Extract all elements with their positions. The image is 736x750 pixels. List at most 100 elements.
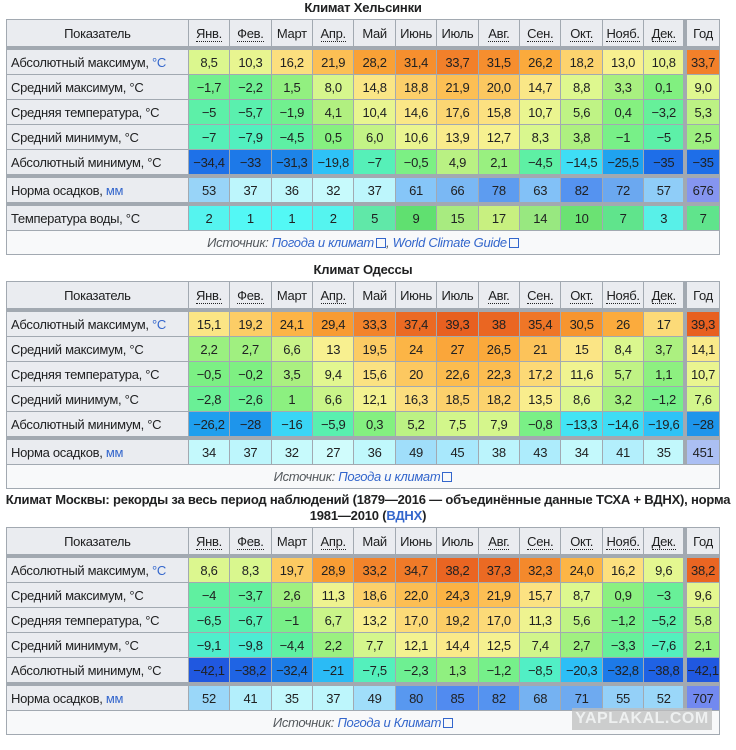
value-cell: 11,3 (519, 607, 562, 633)
row-label-text: Абсолютный минимум, °C (11, 416, 162, 432)
value-cell: −2,2 (229, 74, 272, 100)
header-year: Год (683, 19, 721, 50)
value-cell: 2 (187, 202, 231, 231)
value-cell: 13,0 (601, 47, 645, 75)
table-row: Средний минимум, °C −9,1 −9,8 −4,4 2,2 7,7 12,… (6, 632, 721, 658)
value-cell: −20,3 (560, 657, 603, 685)
month-label[interactable]: Нояб. (606, 25, 640, 42)
month-label[interactable]: Фев. (237, 533, 264, 550)
month-label[interactable]: Сен. (527, 533, 554, 550)
month-label[interactable]: Янв. (196, 25, 222, 42)
value-cell: −33 (229, 149, 272, 177)
unit-link[interactable]: °C (152, 316, 167, 332)
source-link[interactable]: Погода и климат (338, 469, 441, 484)
month-label[interactable]: Нояб. (606, 533, 640, 550)
value-cell: 26 (601, 309, 645, 337)
value-cell: 43 (519, 436, 562, 465)
value-cell: 14 (519, 202, 562, 231)
value-cell: 24,1 (270, 309, 314, 337)
value-cell: 8,6 (187, 555, 231, 583)
header-month: Июль (436, 527, 479, 558)
month-label[interactable]: Окт. (570, 287, 594, 304)
value-cell: −7,5 (353, 657, 396, 685)
month-label[interactable]: Янв. (196, 533, 222, 550)
value-cell: 5,7 (601, 361, 645, 387)
month-label: Май (362, 533, 387, 549)
unit-link[interactable]: мм (105, 444, 124, 460)
value-cell: 14,8 (353, 74, 396, 100)
month-label[interactable]: Фев. (237, 25, 264, 42)
unit-link[interactable]: °C (152, 562, 167, 578)
row-label-text: Абсолютный минимум, °C (11, 662, 162, 678)
value-cell: 0,9 (601, 582, 645, 608)
value-cell: 7,7 (353, 632, 396, 658)
unit-link[interactable]: мм (105, 182, 124, 198)
source-link[interactable]: World Climate Guide (392, 235, 508, 250)
value-cell: 16,2 (601, 555, 645, 583)
value-cell: −13,3 (560, 411, 603, 439)
header-month: Авг. (477, 19, 521, 50)
row-label-text: Средняя температура, °C (11, 104, 160, 120)
year-value-cell: −35 (683, 149, 721, 177)
value-cell: −21 (311, 657, 355, 685)
unit-link[interactable]: °C (152, 54, 167, 70)
month-label[interactable]: Нояб. (606, 287, 640, 304)
header-month: Нояб. (601, 281, 645, 312)
row-label-text: Абсолютный максимум, (11, 316, 153, 332)
value-cell: 1 (270, 386, 314, 412)
value-cell: 3,2 (601, 386, 645, 412)
value-cell: 13,9 (436, 124, 479, 150)
header-month: Янв. (187, 527, 231, 558)
value-cell: 9,6 (643, 555, 686, 583)
table-row: Абсолютный максимум, °C 15,1 19,2 24,1 29,4 3… (6, 309, 721, 337)
table-row: Абсолютный минимум, °C −42,1 −38,2 −32,4 −21… (6, 657, 721, 685)
month-label[interactable]: Апр. (320, 25, 346, 42)
unit-link[interactable]: мм (105, 690, 124, 706)
month-label[interactable]: Окт. (570, 533, 594, 550)
month-label[interactable]: Янв. (196, 287, 222, 304)
value-cell: 15,7 (519, 582, 562, 608)
header-month: Май (353, 527, 396, 558)
month-label[interactable]: Сен. (527, 287, 554, 304)
header-month: Нояб. (601, 527, 645, 558)
title-link[interactable]: ВДНХ (386, 508, 423, 523)
value-cell: 52 (187, 682, 231, 711)
table-title-text: Климат Москвы: рекорды за весь период на… (5, 492, 731, 523)
value-cell: 0,3 (353, 411, 396, 439)
month-label[interactable]: Авг. (488, 533, 510, 550)
month-label[interactable]: Фев. (237, 287, 264, 304)
month-label[interactable]: Дек. (651, 25, 676, 42)
value-cell: 3,5 (270, 361, 314, 387)
month-label[interactable]: Дек. (651, 287, 676, 304)
value-cell: 26,5 (477, 336, 521, 362)
month-label[interactable]: Сен. (527, 25, 554, 42)
month-label[interactable]: Авг. (488, 287, 510, 304)
value-cell: 20 (394, 361, 438, 387)
value-cell: 38 (477, 436, 521, 465)
value-cell: 8,0 (311, 74, 355, 100)
month-label[interactable]: Апр. (320, 533, 346, 550)
value-cell: 10,8 (643, 47, 686, 75)
year-value-cell: 676 (683, 174, 721, 205)
title-suffix: ) (422, 508, 427, 523)
header-month: Окт. (560, 527, 603, 558)
month-label: Июнь (400, 533, 432, 549)
month-label[interactable]: Окт. (570, 25, 594, 42)
table-row: Абсолютный максимум, °C 8,5 10,3 16,2 21,9 28… (6, 47, 721, 75)
source-link[interactable]: Погода и Климат (337, 715, 442, 730)
external-link-icon (442, 472, 453, 482)
month-label[interactable]: Дек. (651, 533, 676, 550)
external-link-icon (443, 718, 454, 728)
value-cell: 30,5 (560, 309, 603, 337)
source-link[interactable]: Погода и климат (271, 235, 374, 250)
value-cell: 37,4 (394, 309, 438, 337)
month-label[interactable]: Апр. (320, 287, 346, 304)
month-label[interactable]: Авг. (488, 25, 510, 42)
header-month: Июль (436, 281, 479, 312)
row-label: Средний максимум, °C (6, 582, 189, 608)
year-value-cell: 2,5 (683, 124, 721, 150)
value-cell: −19,6 (643, 411, 686, 439)
value-cell: −6,5 (187, 607, 231, 633)
climate-table: Показатель Янв. Фев. Март Апр. Май Июнь Июль Авг… (6, 19, 721, 255)
value-cell: 37 (311, 682, 355, 711)
